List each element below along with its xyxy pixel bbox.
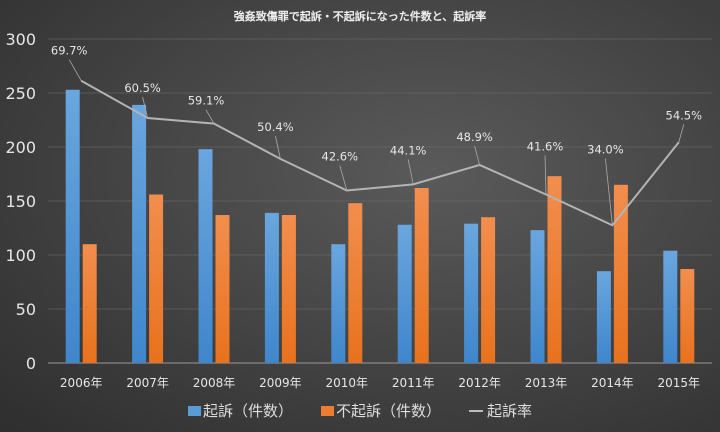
y-tick-label: 300 (5, 30, 36, 49)
x-tick-label: 2013年 (525, 376, 568, 390)
legend: 起訴（件数） 不起訴（件数） 起訴率 (0, 400, 720, 421)
bar-indicted (397, 224, 412, 363)
data-label-leader (678, 124, 685, 143)
bar-not-indicted (281, 215, 296, 363)
data-label-leader (275, 135, 281, 159)
legend-item-indicted: 起訴（件数） (187, 400, 293, 421)
bar-not-indicted (547, 176, 562, 363)
x-tick-label: 2015年 (658, 376, 701, 390)
rate-data-label: 59.1% (188, 94, 225, 108)
data-label-leader (142, 96, 148, 119)
x-tick-label: 2014年 (591, 376, 634, 390)
bar-indicted (132, 104, 147, 363)
x-tick-label: 2011年 (392, 376, 435, 390)
bar-indicted (65, 89, 80, 363)
legend-label: 起訴（件数） (202, 402, 293, 420)
bar-not-indicted (82, 244, 97, 363)
data-label-leader (544, 155, 547, 195)
x-tick-label: 2006年 (60, 376, 103, 390)
bar-not-indicted (613, 184, 628, 363)
bar-indicted (264, 212, 279, 363)
rate-data-label: 48.9% (456, 130, 493, 144)
y-tick-label: 200 (5, 138, 36, 157)
rate-data-label: 60.5% (124, 81, 161, 95)
bar-not-indicted (348, 203, 363, 363)
legend-label: 不起訴（件数） (335, 402, 441, 420)
rate-data-label: 54.5% (666, 108, 703, 122)
rate-line (80, 79, 680, 227)
bar-not-indicted (680, 269, 695, 363)
x-tick-label: 2008年 (193, 376, 236, 390)
rate-data-label: 34.0% (587, 142, 624, 156)
data-label-leader (605, 158, 613, 226)
legend-item-not-indicted: 不起訴（件数） (320, 400, 441, 421)
legend-swatch-orange (320, 405, 334, 416)
y-tick-label: 100 (5, 246, 36, 265)
bar-not-indicted (149, 194, 164, 363)
bar-indicted (530, 230, 545, 363)
x-tick-label: 2012年 (458, 376, 501, 390)
bar-not-indicted (414, 188, 429, 363)
data-label-leader (205, 109, 215, 124)
bar-indicted (464, 223, 479, 363)
rate-data-label: 41.6% (527, 140, 564, 154)
data-label-leader (68, 59, 82, 81)
legend-line-swatch (469, 409, 483, 412)
bar-indicted (331, 244, 346, 363)
legend-label: 起訴率 (487, 402, 533, 420)
rate-data-label: 50.4% (257, 120, 294, 134)
y-tick-label: 250 (5, 84, 36, 103)
x-tick-label: 2009年 (259, 376, 302, 390)
x-tick-label: 2010年 (326, 376, 369, 390)
legend-swatch-blue (187, 405, 201, 416)
bar-not-indicted (481, 217, 496, 363)
bar-not-indicted (215, 215, 230, 363)
bar-indicted (198, 149, 213, 363)
y-tick-label: 50 (16, 300, 36, 319)
legend-item-rate: 起訴率 (469, 400, 532, 421)
data-label-leader (339, 165, 348, 191)
y-tick-label: 150 (5, 192, 36, 211)
data-label-leader (407, 159, 414, 185)
rate-data-label: 44.1% (390, 143, 427, 157)
rate-data-label: 42.6% (322, 149, 359, 163)
y-tick-label: 0 (26, 354, 36, 373)
data-label-leader (474, 145, 480, 166)
rate-data-label: 69.7% (51, 44, 88, 58)
x-tick-label: 2007年 (126, 376, 169, 390)
bar-indicted (596, 271, 611, 363)
chart-title: 強姦致傷罪で起訴・不起訴になった件数と、起訴率 (233, 10, 487, 23)
bar-indicted (663, 250, 678, 363)
